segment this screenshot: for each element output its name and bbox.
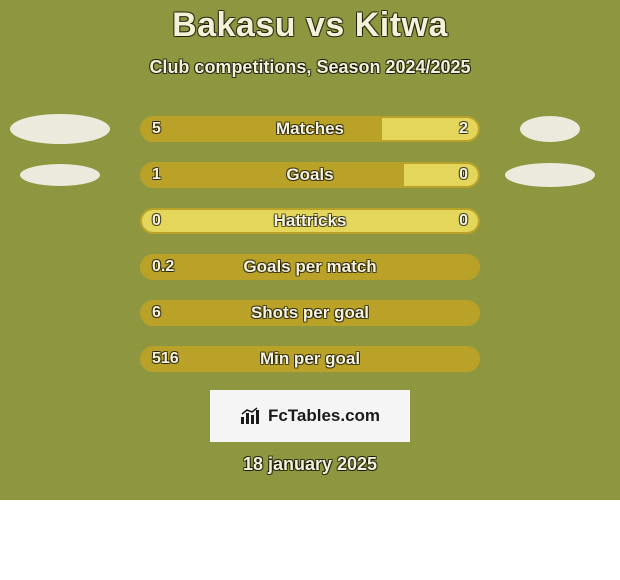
- subtitle: Club competitions, Season 2024/2025: [0, 57, 620, 78]
- stat-label: Goals: [140, 165, 480, 185]
- stat-label: Goals per match: [140, 257, 480, 277]
- chart-icon: [240, 407, 262, 425]
- stat-row: 0 0Hattricks: [0, 198, 620, 244]
- stat-value-right: 0: [459, 166, 468, 184]
- stat-value-left: 1: [152, 166, 161, 184]
- brand-text: FcTables.com: [268, 406, 380, 426]
- stat-row: 516Min per goal: [0, 336, 620, 382]
- stat-label: Min per goal: [140, 349, 480, 369]
- stat-row: 0.2Goals per match: [0, 244, 620, 290]
- stat-label: Matches: [140, 119, 480, 139]
- stat-label: Hattricks: [140, 211, 480, 231]
- stat-row: 6Shots per goal: [0, 290, 620, 336]
- page-title: Bakasu vs Kitwa: [0, 6, 620, 45]
- stat-value-right: 0: [459, 212, 468, 230]
- stats-rows: 52Matches10Goals00Hattricks0.2Goals per …: [0, 106, 620, 382]
- stat-value-left: 516: [152, 350, 179, 368]
- player-blob-right: [520, 116, 580, 142]
- stat-value-left: 0.2: [152, 258, 174, 276]
- date-text: 18 january 2025: [0, 454, 620, 475]
- player-blob-left: [10, 114, 110, 144]
- player-blob-left: [20, 164, 100, 186]
- brand-logo: FcTables.com: [210, 390, 410, 442]
- stat-value-left: 5: [152, 120, 161, 138]
- stat-value-left: 6: [152, 304, 161, 322]
- stat-row: 5 2Matches: [0, 106, 620, 152]
- stat-value-left: 0: [152, 212, 161, 230]
- player-blob-right: [505, 163, 595, 187]
- stat-value-right: 2: [459, 120, 468, 138]
- comparison-card: Bakasu vs Kitwa Club competitions, Seaso…: [0, 0, 620, 500]
- stat-label: Shots per goal: [140, 303, 480, 323]
- stat-row: 1 0Goals: [0, 152, 620, 198]
